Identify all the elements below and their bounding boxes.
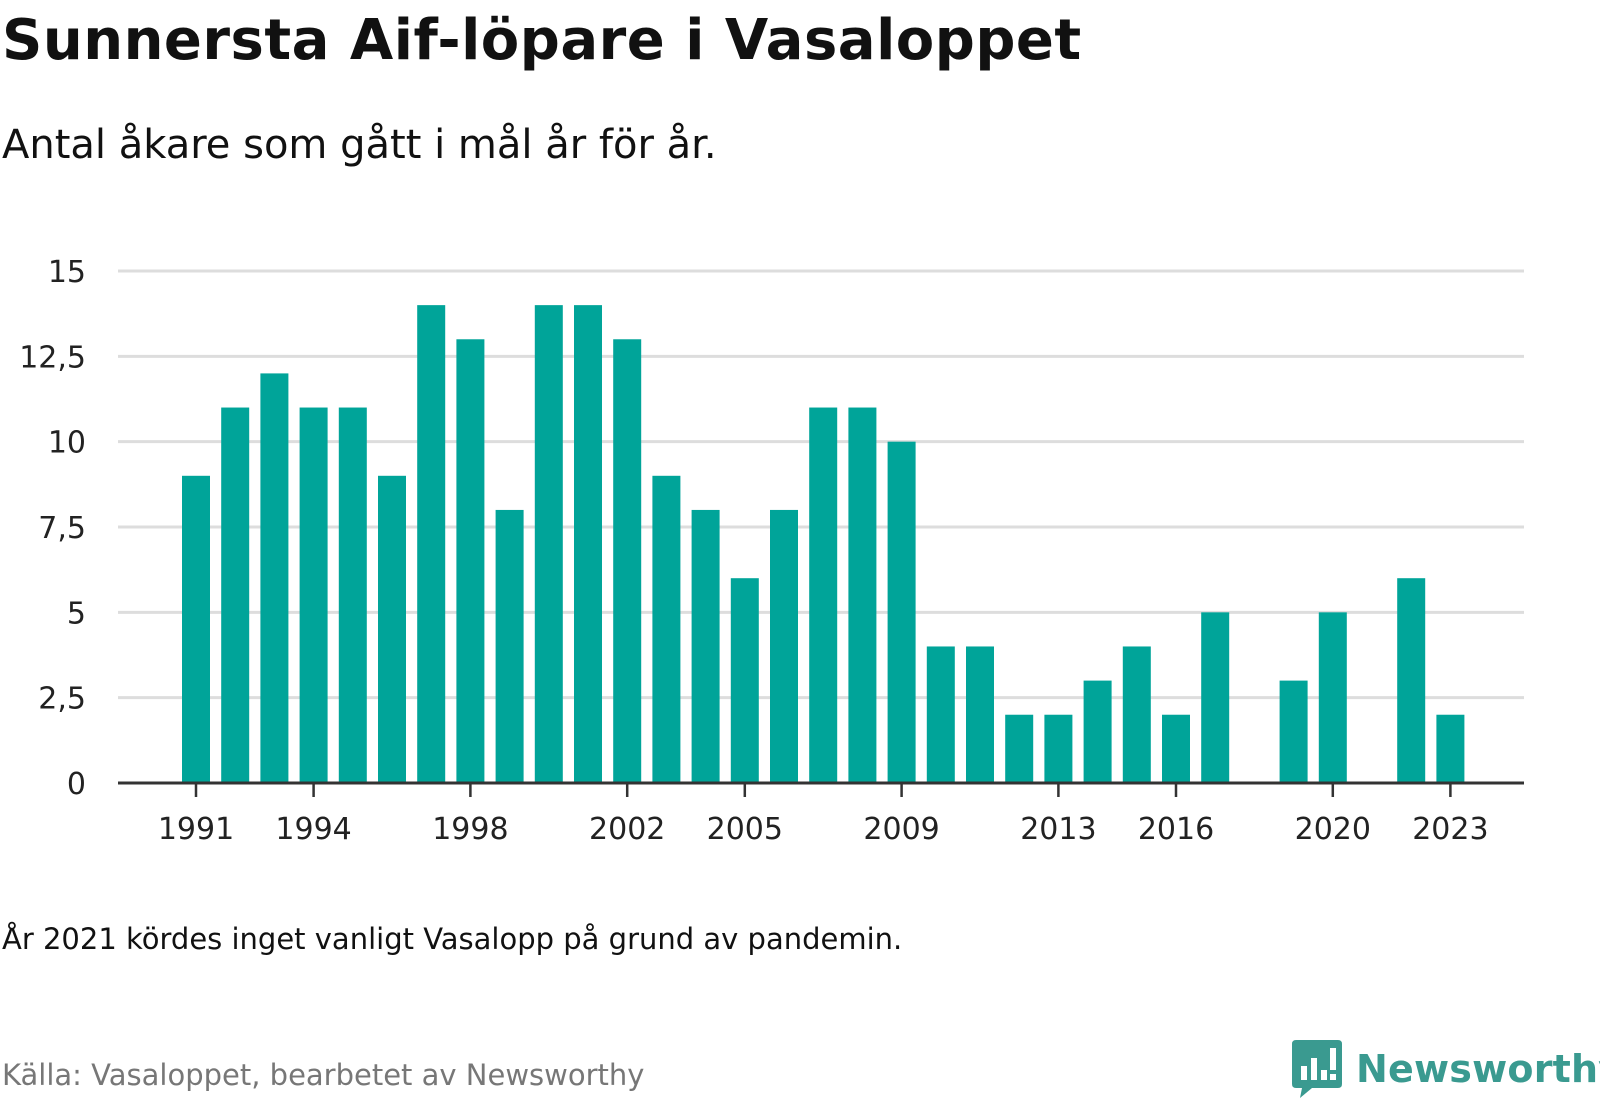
x-tick-label: 2016 <box>1138 812 1214 847</box>
bar-2008 <box>848 407 877 783</box>
newsworthy-logo-icon <box>1292 1040 1342 1098</box>
bar-2001 <box>574 305 602 783</box>
bar-2015 <box>1122 646 1151 783</box>
bar-2014 <box>1083 680 1112 783</box>
bar-1995 <box>338 407 367 783</box>
source-text: Källa: Vasaloppet, bearbetet av Newswort… <box>2 1058 645 1092</box>
bar-2009 <box>887 441 916 783</box>
footnote: År 2021 kördes inget vanligt Vasalopp på… <box>2 922 903 956</box>
chart-subtitle: Antal åkare som gått i mål år för år. <box>2 122 717 168</box>
chart-title: Sunnersta Aif-löpare i Vasaloppet <box>2 8 1082 73</box>
bar-1997 <box>417 305 446 783</box>
bar-2016 <box>1162 714 1190 783</box>
bar-2017 <box>1201 612 1230 783</box>
bar-2005 <box>730 578 759 783</box>
bar-1991 <box>182 475 210 783</box>
bar-1996 <box>378 475 406 783</box>
bar-2006 <box>770 509 798 783</box>
bar-2000 <box>534 305 563 783</box>
x-tick-label: 1998 <box>432 812 508 847</box>
x-tick-label: 2002 <box>589 812 665 847</box>
bar-1993 <box>260 373 289 783</box>
brand-logo: Newsworthy <box>1292 1040 1600 1098</box>
bar-1999 <box>495 509 524 783</box>
bar-chart: 0 2,5 5 7,5 10 12,5 15 1991 1994 1998 2002 2005 2009… <box>19 255 1524 847</box>
bar-2020 <box>1318 612 1347 783</box>
x-tick-label: 2020 <box>1295 812 1371 847</box>
y-tick-label: 7,5 <box>38 511 86 546</box>
bar-1994 <box>299 407 328 783</box>
x-tick-label: 1994 <box>275 812 351 847</box>
bar-2011 <box>966 646 994 783</box>
bar-2022 <box>1397 578 1426 783</box>
bar-1998 <box>456 339 485 783</box>
y-tick-label: 2,5 <box>38 682 86 717</box>
brand-name: Newsworthy <box>1356 1047 1600 1091</box>
bar-2013 <box>1044 714 1073 783</box>
bar-2010 <box>926 646 955 783</box>
y-tick-label: 12,5 <box>19 340 86 375</box>
bar-2002 <box>613 339 642 783</box>
bar-1992 <box>221 407 250 783</box>
bar-2023 <box>1436 714 1465 783</box>
bar-2012 <box>1005 714 1034 783</box>
y-tick-label: 10 <box>48 426 86 461</box>
bar-2007 <box>809 407 838 783</box>
x-tick-label: 2013 <box>1020 812 1096 847</box>
bar-2004 <box>691 509 720 783</box>
bar-2003 <box>652 475 681 783</box>
bars <box>182 305 1465 783</box>
y-tick-label: 5 <box>67 596 86 631</box>
x-tick-label: 2023 <box>1412 812 1488 847</box>
y-tick-label: 15 <box>48 255 86 290</box>
axes: 0 2,5 5 7,5 10 12,5 15 1991 1994 1998 2002 2005 2009… <box>19 255 1524 847</box>
x-tick-label: 2005 <box>707 812 783 847</box>
x-tick-label: 1991 <box>158 812 234 847</box>
y-tick-label: 0 <box>67 767 86 802</box>
bar-2019 <box>1279 680 1308 783</box>
x-tick-label: 2009 <box>863 812 939 847</box>
